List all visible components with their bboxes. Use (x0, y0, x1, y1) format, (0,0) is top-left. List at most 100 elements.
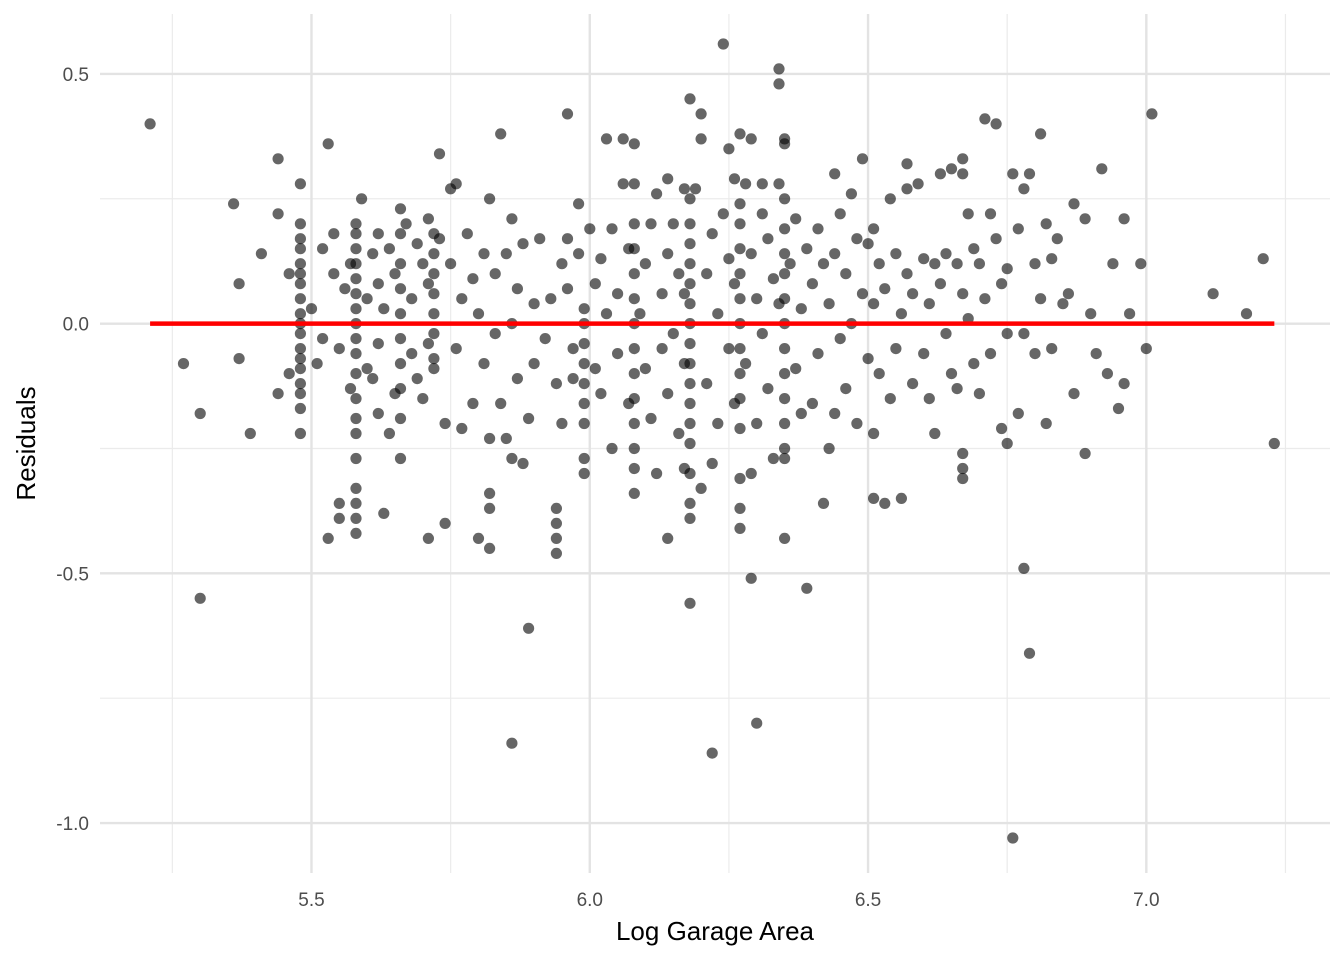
data-point (383, 427, 395, 440)
data-point (422, 532, 434, 545)
data-point (439, 417, 451, 430)
data-point (779, 452, 791, 465)
data-point (1007, 168, 1019, 180)
data-point (812, 348, 824, 360)
data-point (589, 363, 601, 375)
data-point (272, 153, 284, 165)
data-point (478, 358, 490, 370)
data-point (322, 138, 334, 150)
data-point (561, 108, 574, 120)
y-axis-title: Residuals (11, 386, 41, 500)
data-point (862, 353, 874, 365)
data-point (1124, 308, 1136, 320)
data-point (523, 622, 535, 634)
data-point (411, 373, 423, 385)
data-point (656, 343, 668, 355)
data-point (578, 338, 590, 350)
data-point (957, 168, 969, 180)
data-point (823, 442, 835, 455)
data-point (400, 218, 412, 230)
data-point (779, 368, 791, 380)
data-point (311, 358, 323, 370)
data-point (973, 388, 986, 400)
data-point (923, 393, 935, 405)
data-point (890, 343, 902, 355)
data-point (628, 393, 640, 405)
data-point (517, 238, 529, 250)
data-point (957, 462, 969, 475)
data-point (194, 592, 206, 604)
data-point (923, 298, 935, 310)
data-point (350, 303, 362, 315)
data-point (1101, 368, 1113, 380)
data-point (228, 198, 240, 210)
data-point (578, 467, 590, 480)
data-point (500, 432, 512, 445)
data-point (406, 293, 418, 305)
data-point (751, 293, 763, 305)
data-point (578, 303, 590, 315)
data-point (294, 293, 306, 305)
data-point (578, 378, 590, 390)
data-point (907, 288, 919, 300)
data-point (1012, 407, 1024, 420)
data-point (662, 248, 674, 260)
data-point (762, 233, 774, 245)
data-point (689, 183, 702, 195)
data-point (1140, 343, 1152, 355)
data-point (350, 258, 362, 270)
data-point (361, 293, 373, 305)
data-point (873, 258, 885, 270)
data-point (639, 258, 652, 270)
data-point (673, 427, 685, 440)
data-point (428, 353, 440, 365)
data-point (667, 328, 679, 340)
data-point (556, 258, 568, 270)
data-point (973, 258, 986, 270)
data-point (918, 253, 930, 265)
data-point (957, 472, 969, 485)
data-point (1035, 293, 1047, 305)
data-point (589, 278, 601, 290)
data-point (1001, 437, 1013, 450)
data-point (472, 308, 485, 320)
data-point (628, 417, 640, 430)
data-point (506, 737, 518, 749)
data-point (795, 303, 807, 315)
data-point (1040, 218, 1052, 230)
data-point (489, 328, 501, 340)
data-point (779, 393, 791, 405)
data-point (684, 93, 696, 105)
data-point (372, 338, 384, 350)
data-point (578, 397, 590, 410)
data-point (834, 208, 846, 220)
data-point (962, 208, 974, 220)
data-point (600, 133, 613, 145)
y-tick-label: -0.5 (56, 564, 89, 585)
data-point (561, 283, 574, 295)
data-point (684, 238, 696, 250)
data-point (550, 532, 563, 545)
data-point (706, 228, 718, 240)
data-point (422, 278, 434, 290)
data-point (756, 178, 768, 190)
data-point (294, 178, 306, 190)
data-point (723, 253, 735, 265)
data-point (578, 417, 590, 430)
data-point (678, 183, 691, 195)
data-point (779, 442, 791, 455)
data-point (350, 412, 362, 425)
data-point (734, 472, 746, 485)
data-point (350, 393, 362, 405)
data-point (506, 452, 518, 465)
data-point (706, 457, 718, 470)
data-point (684, 417, 696, 430)
data-point (628, 462, 640, 475)
data-point (639, 363, 652, 375)
data-point (684, 193, 696, 205)
data-point (294, 378, 306, 390)
data-point (350, 497, 362, 509)
data-point (762, 383, 774, 395)
data-point (823, 298, 835, 310)
data-point (628, 243, 640, 255)
